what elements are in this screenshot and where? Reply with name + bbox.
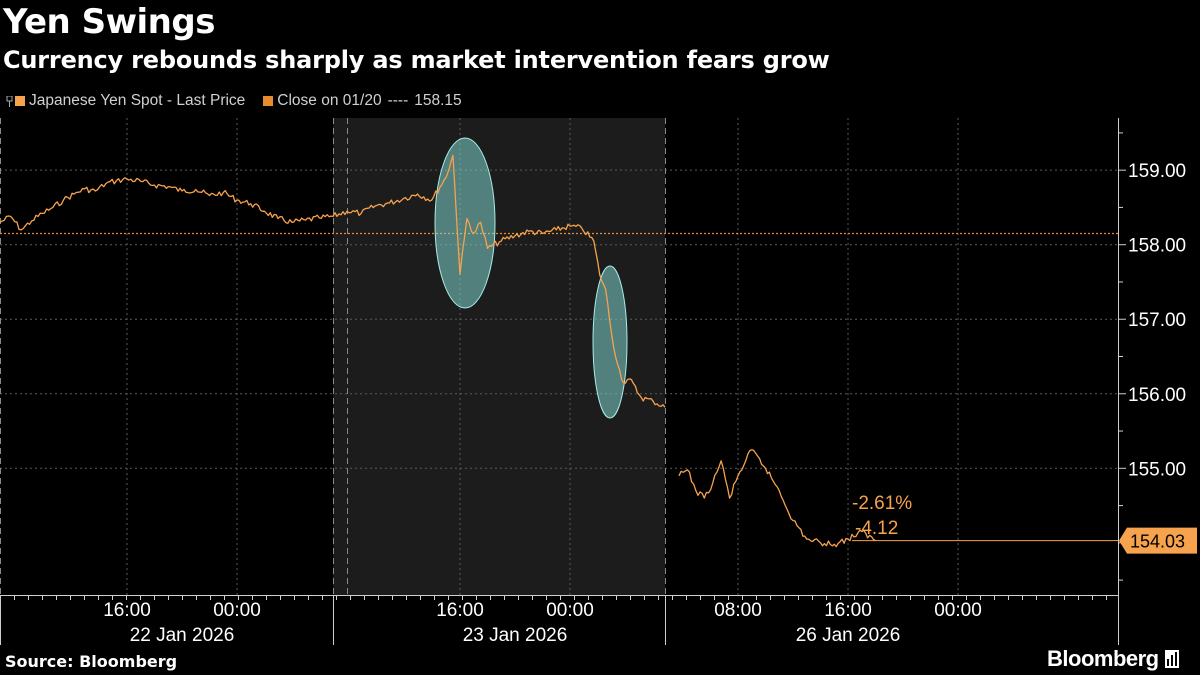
x-tick-label: 00:00 (213, 600, 261, 621)
bloomberg-chart-icon (1164, 650, 1179, 668)
legend-swatch-series (15, 96, 25, 106)
y-tick-label: 157.00 (1128, 310, 1186, 331)
series-line-segment (0, 154, 666, 408)
date-labels: 22 Jan 2026 23 Jan 2026 26 Jan 2026 (130, 625, 901, 646)
y-tick-label: 159.00 (1128, 161, 1186, 182)
x-tick-label: 16:00 (824, 600, 872, 621)
brand-text: Bloomberg (1047, 646, 1159, 671)
date-label: 26 Jan 2026 (796, 625, 901, 646)
y-tick-label: 156.00 (1128, 385, 1186, 406)
highlight-ellipses (434, 137, 628, 419)
last-value-tag-text: 154.03 (1130, 532, 1185, 552)
legend-swatch-close (263, 96, 274, 106)
last-value-tag-shape (1119, 527, 1197, 554)
annotation-pct-change: -2.61% (852, 493, 912, 514)
x-tick-label: 16:00 (103, 600, 151, 621)
date-label: 22 Jan 2026 (130, 625, 235, 646)
chart-subtitle: Currency rebounds sharply as market inte… (3, 46, 830, 74)
x-tick-label: 00:00 (934, 600, 982, 621)
legend-close-dashes: ---- (387, 92, 409, 109)
x-tick-labels: 16:00 00:00 16:00 00:00 08:00 16:00 00:00 (103, 600, 982, 621)
x-tick-label: 16:00 (436, 600, 484, 621)
chart-title: Yen Swings (3, 2, 215, 42)
bloomberg-logo: Bloomberg (1047, 646, 1179, 672)
y-tick-labels: 159.00 158.00 157.00 156.00 155.00 (1128, 161, 1186, 480)
x-tick-label: 00:00 (546, 600, 594, 621)
legend-item-close: Close on 01/20 ---- 158.15 (263, 92, 462, 110)
series-line-segment (678, 449, 876, 548)
y-tick-label: 158.00 (1128, 236, 1186, 257)
date-label: 23 Jan 2026 (463, 625, 568, 646)
legend-close-value: 158.15 (414, 92, 462, 109)
legend-close-text: Close on 01/20 ---- 158.15 (277, 92, 461, 110)
source-note: Source: Bloomberg (5, 652, 178, 671)
legend: Japanese Yen Spot - Last Price Close on … (6, 92, 480, 110)
annotations: -2.61% -4.12 (852, 493, 912, 539)
annotation-abs-change: -4.12 (855, 518, 898, 539)
y-tick-label: 155.00 (1128, 459, 1186, 480)
x-tick-label: 08:00 (714, 600, 762, 621)
pin-icon (6, 95, 13, 107)
highlight-ellipse (592, 265, 628, 419)
gridlines (0, 118, 1118, 595)
axes (0, 118, 1126, 645)
last-value-tag: 154.03 (852, 527, 1197, 554)
legend-label-close: Close on 01/20 (277, 92, 382, 109)
series-lines (0, 154, 876, 548)
legend-item-series: Japanese Yen Spot - Last Price (6, 92, 245, 110)
legend-label-series: Japanese Yen Spot - Last Price (29, 92, 246, 109)
highlight-ellipse (434, 137, 496, 309)
